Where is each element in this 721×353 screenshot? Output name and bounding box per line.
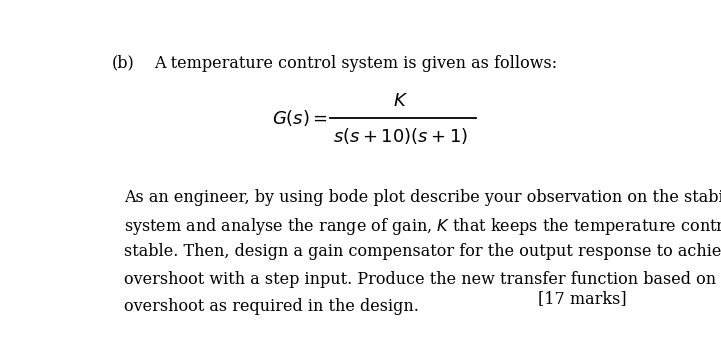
- Text: overshoot with a step input. Produce the new transfer function based on the 20%: overshoot with a step input. Produce the…: [124, 271, 721, 288]
- Text: (b): (b): [111, 55, 134, 72]
- Text: A temperature control system is given as follows:: A temperature control system is given as…: [154, 55, 557, 72]
- Text: As an engineer, by using bode plot describe your observation on the stability of: As an engineer, by using bode plot descr…: [124, 189, 721, 206]
- Text: system and analyse the range of gain, $\mathit{K}$ that keeps the temperature co: system and analyse the range of gain, $\…: [124, 216, 721, 237]
- Text: $\mathit{G(s)}=$: $\mathit{G(s)}=$: [272, 108, 328, 128]
- Text: stable. Then, design a gain compensator for the output response to achieve 20%: stable. Then, design a gain compensator …: [124, 244, 721, 261]
- Text: $\mathit{K}$: $\mathit{K}$: [393, 92, 408, 110]
- Text: [17 marks]: [17 marks]: [538, 291, 627, 307]
- Text: $\mathit{s(s+10)(s+1)}$: $\mathit{s(s+10)(s+1)}$: [332, 126, 468, 146]
- Text: overshoot as required in the design.: overshoot as required in the design.: [124, 298, 418, 315]
